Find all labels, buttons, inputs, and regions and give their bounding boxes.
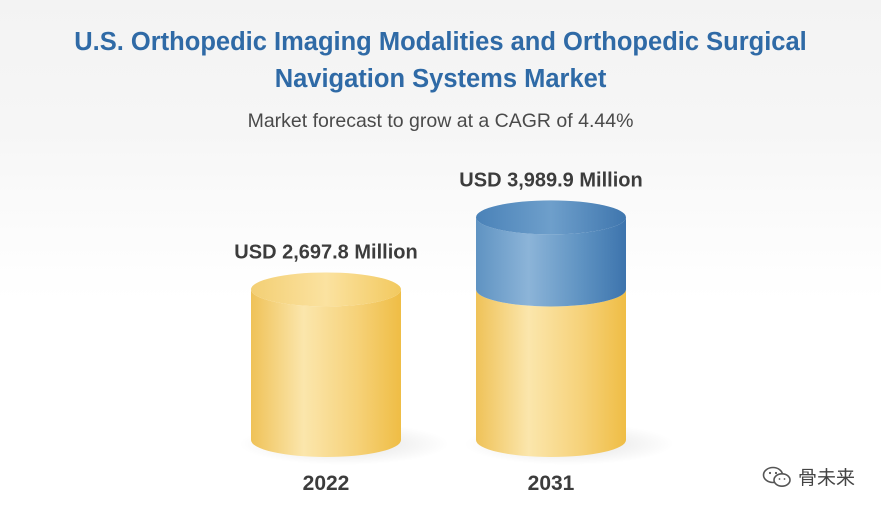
bar-base-2022 bbox=[251, 289, 401, 457]
watermark-text: 骨未来 bbox=[797, 468, 855, 489]
category-label-2022: 2022 bbox=[303, 472, 350, 495]
bar-growth-2031 bbox=[476, 217, 627, 307]
chart-title-line-1: U.S. Orthopedic Imaging Modalities and O… bbox=[74, 28, 807, 56]
watermark: 骨未来 bbox=[762, 463, 855, 490]
chart-title-line-2: Navigation Systems Market bbox=[274, 65, 607, 93]
bar-cap-2031 bbox=[476, 200, 626, 235]
value-label-2022: USD 2,697.8 Million bbox=[234, 241, 417, 263]
bar-cap-2022 bbox=[251, 272, 401, 307]
chart-subtitle: Market forecast to grow at a CAGR of 4.4… bbox=[247, 110, 634, 132]
wechat-logo-icon bbox=[762, 466, 791, 487]
category-label-2031: 2031 bbox=[528, 472, 575, 495]
value-label-2031: USD 3,989.9 Million bbox=[459, 169, 642, 191]
bar-base-2031 bbox=[476, 289, 627, 457]
chart-title: U.S. Orthopedic Imaging Modalities and O… bbox=[0, 24, 881, 98]
